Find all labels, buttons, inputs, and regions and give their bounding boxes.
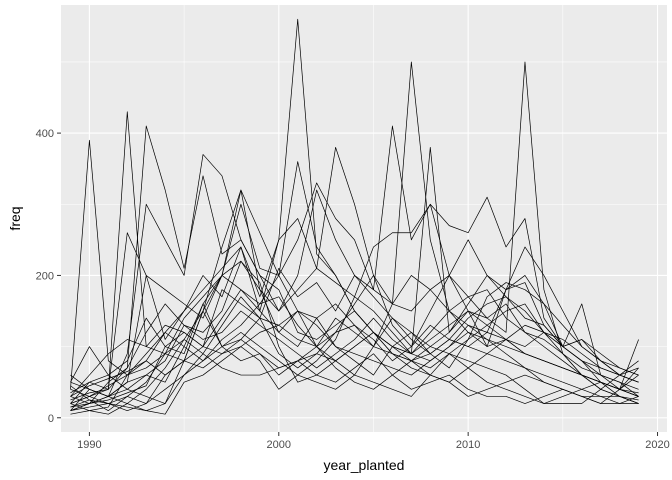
series-lines: [70, 18, 639, 415]
y-tick-label: 0: [48, 413, 54, 425]
y-axis-title: freq: [7, 206, 23, 230]
x-tick-label: 2000: [267, 439, 291, 451]
major-gridlines: [61, 5, 667, 432]
x-tick-label: 1990: [77, 439, 101, 451]
series-line-15: [70, 296, 639, 401]
x-axis-title: year_planted: [324, 457, 405, 473]
series-line-13: [70, 353, 639, 415]
axis-ticks: 1990 2000 2010 2020 0 200 400: [36, 128, 670, 451]
y-tick-label: 200: [36, 270, 54, 282]
minor-gridlines: [61, 5, 667, 432]
series-line-12: [70, 303, 639, 408]
series-line-21: [70, 267, 639, 397]
series-line-19: [70, 296, 639, 404]
x-tick-label: 2020: [645, 439, 669, 451]
y-tick-label: 400: [36, 128, 54, 140]
series-line-20: [70, 296, 639, 404]
x-tick-label: 2010: [456, 439, 480, 451]
series-line-22: [70, 332, 639, 411]
